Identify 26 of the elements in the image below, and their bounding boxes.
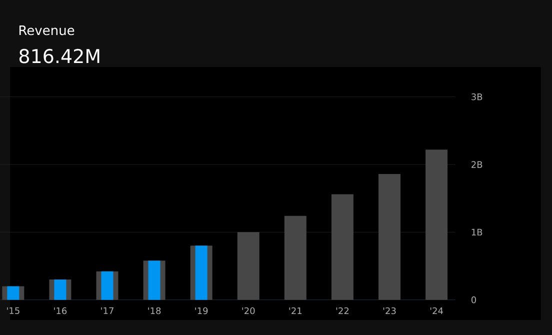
bar [101, 271, 114, 300]
x-tick-label: '24 [430, 307, 443, 314]
x-tick-label: '16 [54, 307, 67, 314]
bar [54, 280, 66, 300]
chart-subtitle: 816.42M [19, 48, 100, 64]
bar [148, 260, 160, 300]
chart-title: Revenue [19, 26, 74, 36]
x-tick-label: '15 [7, 307, 20, 314]
bar [331, 194, 354, 300]
bar [195, 246, 208, 300]
bar [284, 216, 306, 300]
y-tick-label: 0 [471, 296, 476, 304]
x-tick-label: '21 [289, 307, 302, 314]
x-tick-label: '17 [101, 307, 114, 314]
y-tick-label: 2B [472, 161, 482, 168]
x-tick-label: '23 [383, 307, 396, 314]
bar [7, 286, 20, 300]
bar [378, 174, 400, 300]
x-tick-label: '22 [336, 307, 349, 314]
y-tick-label: 1B [472, 228, 482, 236]
x-tick-label: '19 [195, 307, 208, 314]
bar [426, 150, 448, 300]
x-tick-label: '18 [148, 307, 161, 314]
x-tick-label: '20 [242, 307, 255, 314]
y-tick-label: 3B [472, 93, 482, 100]
bar [237, 232, 260, 300]
